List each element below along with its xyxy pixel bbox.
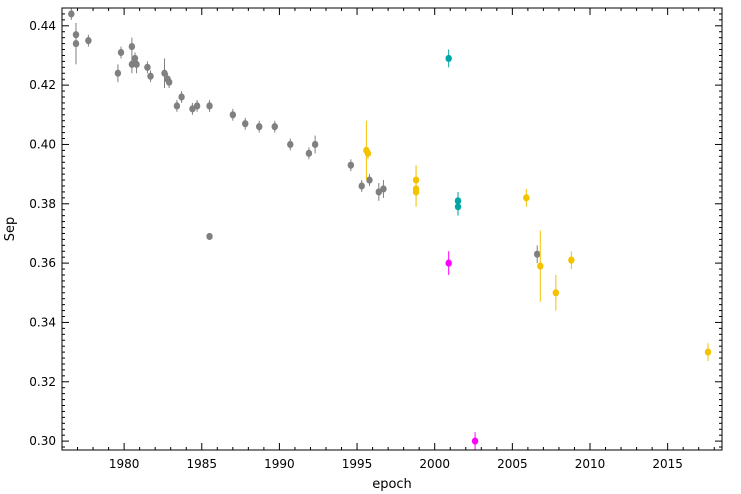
data-point <box>128 60 136 68</box>
data-point <box>287 140 294 149</box>
data-point <box>117 48 125 57</box>
data-point <box>375 188 382 196</box>
y-tick-label: 0.42 <box>29 78 56 92</box>
x-tick-label: 2000 <box>419 457 450 471</box>
data-point <box>242 120 249 128</box>
y-tick-label: 0.34 <box>29 315 56 329</box>
data-point <box>366 176 373 184</box>
data-point <box>704 348 712 356</box>
data-point <box>471 437 479 445</box>
x-axis-label: epoch <box>372 477 412 492</box>
x-tick-label: 1985 <box>186 457 217 471</box>
data-point <box>305 149 313 157</box>
x-tick-label: 2005 <box>497 457 528 471</box>
y-tick-label: 0.38 <box>29 197 56 211</box>
data-point <box>358 182 365 190</box>
data-point <box>380 185 387 193</box>
data-point <box>364 149 372 157</box>
data-point <box>537 262 544 270</box>
data-point <box>523 194 530 202</box>
x-tick-label: 1995 <box>342 457 373 471</box>
data-point <box>568 256 575 264</box>
data-point <box>161 69 168 77</box>
data-point <box>454 203 462 211</box>
y-axis-label: Sep <box>3 217 18 242</box>
data-point <box>128 42 136 51</box>
data-point <box>552 289 560 297</box>
data-point <box>173 102 181 110</box>
data-point <box>85 37 92 45</box>
data-point <box>133 60 140 68</box>
data-point <box>165 78 173 86</box>
marks-layer <box>68 8 712 450</box>
data-point <box>311 140 319 149</box>
data-point <box>347 161 355 169</box>
plot-frame <box>61 7 723 451</box>
data-point <box>271 123 278 131</box>
data-point <box>229 111 237 119</box>
y-tick-label: 0.32 <box>29 375 56 389</box>
data-point <box>178 93 185 101</box>
data-point <box>206 232 213 241</box>
data-point <box>144 63 151 71</box>
y-tick-label: 0.44 <box>29 19 56 33</box>
y-tick-label: 0.36 <box>29 256 56 270</box>
ticks-layer: 1980 1985 1990 1995 2000 2005 2010 2015 0.30 0.32… <box>29 7 722 471</box>
data-point <box>72 39 80 48</box>
data-point <box>256 123 263 131</box>
x-tick-label: 2015 <box>652 457 683 471</box>
data-point <box>534 250 541 258</box>
data-point <box>193 102 201 110</box>
data-point <box>147 72 154 80</box>
data-point <box>206 102 213 110</box>
x-tick-label: 1980 <box>109 457 140 471</box>
data-point <box>412 188 420 196</box>
y-tick-label: 0.30 <box>29 434 56 448</box>
x-tick-label: 2010 <box>575 457 606 471</box>
data-point <box>189 105 196 113</box>
data-point <box>68 10 75 18</box>
data-point <box>445 54 452 63</box>
data-point <box>445 259 452 267</box>
y-tick-label: 0.40 <box>29 137 56 151</box>
data-point <box>114 69 122 77</box>
x-tick-label: 1990 <box>264 457 295 471</box>
